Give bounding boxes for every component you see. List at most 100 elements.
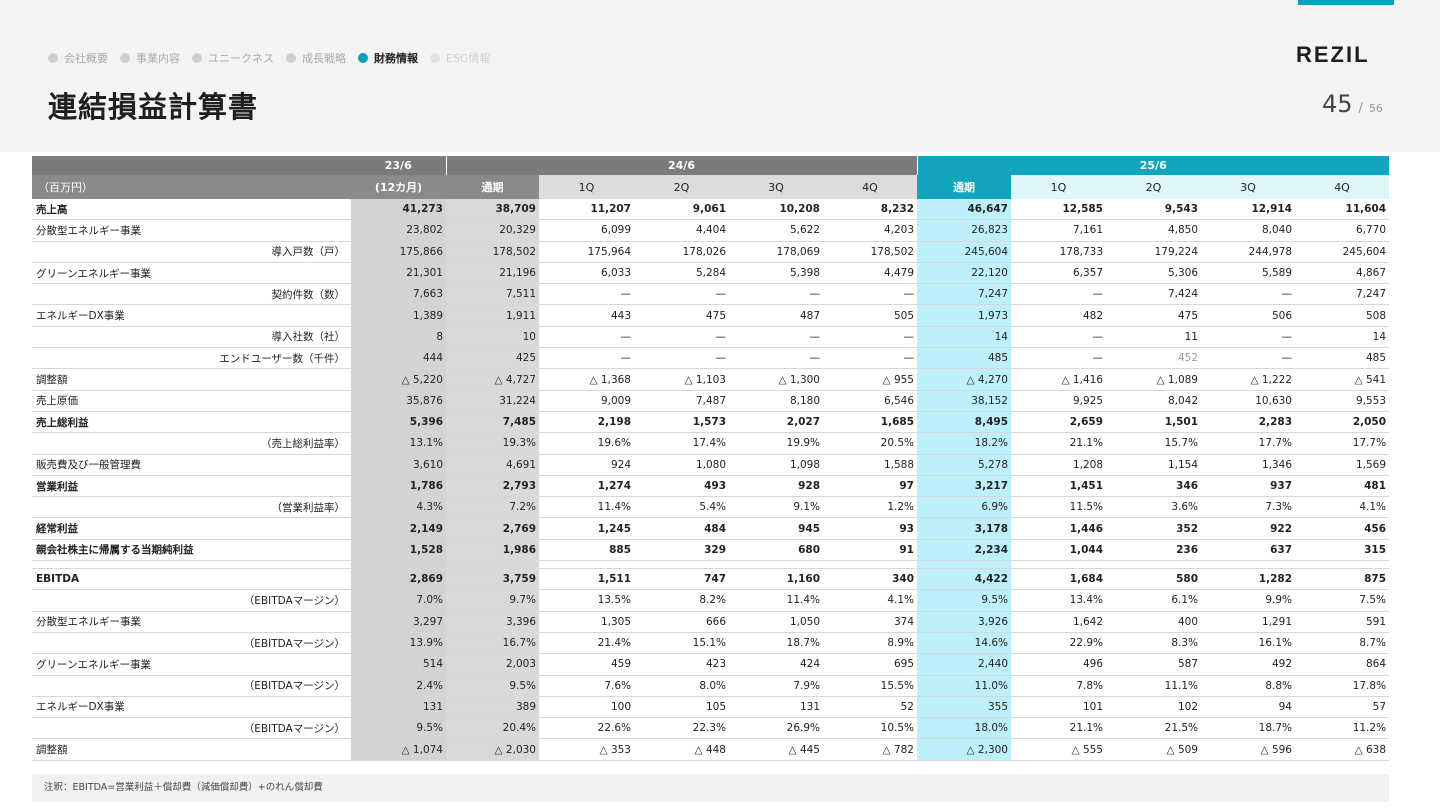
nav-dot-icon [286, 53, 296, 63]
value-cell: 340 [823, 568, 917, 591]
value-cell: 1.2% [823, 496, 917, 519]
value-cell: 178,733 [1011, 241, 1106, 263]
value-cell: — [1011, 326, 1106, 349]
page-number: 45 / 56 [1322, 90, 1383, 118]
value-cell: 1,305 [539, 611, 634, 633]
value-cell: 4.1% [1295, 496, 1390, 519]
row-label: 売上原価 [32, 390, 351, 412]
row-label: グリーンエネルギー事業 [32, 262, 351, 285]
header-blank [32, 156, 351, 175]
header-row-periods: （百万円） (12カ月) 通期 1Q 2Q 3Q 4Q 通期 1Q 2Q 3Q … [32, 175, 1390, 199]
value-cell: 6,099 [539, 219, 634, 242]
value-cell: 178,069 [729, 241, 823, 263]
value-cell: 9.1% [729, 496, 823, 519]
value-cell: 26.9% [729, 717, 823, 740]
value-cell: 1,274 [539, 475, 634, 498]
spacer-cell [634, 560, 729, 570]
value-cell: 13.9% [351, 632, 446, 655]
nav-dot-icon [192, 53, 202, 63]
value-cell: 443 [539, 304, 634, 327]
value-cell: 1,346 [1201, 454, 1295, 476]
header-band [0, 0, 1440, 152]
spacer-cell [1106, 560, 1201, 570]
header-fy25-4q: 4Q [1295, 175, 1390, 199]
value-cell: 389 [446, 696, 539, 719]
value-cell: 245,604 [1295, 241, 1390, 263]
value-cell: 1,154 [1106, 454, 1201, 476]
value-cell: 9.5% [917, 589, 1011, 612]
value-cell: 17.4% [634, 432, 729, 455]
table-row: EBITDA 2,869 3,759 1,511 747 1,160 340 4,422 1,6… [32, 568, 1390, 591]
row-label: EBITDA [32, 568, 351, 591]
income-statement-table: 23/6 24/6 25/6 （百万円） (12カ月) 通期 1Q 2Q 3Q … [32, 156, 1390, 761]
table-row: エンドユーザー数（千件） 444 425— — — —485—452—485 [32, 347, 1390, 370]
value-cell: 6,033 [539, 262, 634, 285]
value-cell: 11.4% [729, 589, 823, 612]
value-cell: 11.5% [1011, 496, 1106, 519]
row-label: 分散型エネルギー事業 [32, 611, 351, 633]
value-cell: 666 [634, 611, 729, 633]
value-cell: — [634, 326, 729, 349]
value-cell: 18.7% [1201, 717, 1295, 740]
value-cell: 875 [1295, 568, 1390, 591]
value-cell: △ 1,300 [729, 368, 823, 391]
value-cell: 31,224 [446, 390, 539, 412]
value-cell: 8,040 [1201, 219, 1295, 242]
value-cell: 8,180 [729, 390, 823, 412]
nav-item-financial[interactable]: 財務情報 [358, 50, 418, 66]
value-cell: 13.5% [539, 589, 634, 612]
value-cell: 374 [823, 611, 917, 633]
value-cell: 587 [1106, 653, 1201, 676]
value-cell: 245,604 [917, 241, 1011, 263]
value-cell: 5,306 [1106, 262, 1201, 285]
value-cell: 14.6% [917, 632, 1011, 655]
spacer-row [32, 560, 1390, 570]
value-cell: 35,876 [351, 390, 446, 412]
value-cell: 7.3% [1201, 496, 1295, 519]
value-cell: 7,424 [1106, 283, 1201, 306]
nav-item-esg[interactable]: ESG情報 [430, 50, 490, 66]
value-cell: 18.0% [917, 717, 1011, 740]
nav-label: 成長戦略 [302, 52, 346, 65]
nav-item-uniqueness[interactable]: ユニークネス [192, 50, 274, 66]
value-cell: 105 [634, 696, 729, 719]
header-fy24-3q: 3Q [729, 175, 823, 199]
nav-dot-icon [120, 53, 130, 63]
value-cell: 178,502 [823, 241, 917, 263]
value-cell: 2,793 [446, 475, 539, 498]
value-cell: 8.0% [634, 675, 729, 697]
value-cell: 7.8% [1011, 675, 1106, 697]
value-cell: 175,964 [539, 241, 634, 263]
table-row: （EBITDAマージン） 13.9% 16.7% 21.4% 15.1% 18.7% 8.9… [32, 632, 1390, 655]
value-cell: 4,850 [1106, 219, 1201, 242]
value-cell: 18.2% [917, 432, 1011, 455]
nav-item-strategy[interactable]: 成長戦略 [286, 50, 346, 66]
value-cell: 101 [1011, 696, 1106, 719]
value-cell: 4,404 [634, 219, 729, 242]
value-cell: △ 2,300 [917, 738, 1011, 761]
value-cell: △ 1,103 [634, 368, 729, 391]
value-cell: 57 [1295, 696, 1390, 719]
value-cell: △ 445 [729, 738, 823, 761]
nav-item-company[interactable]: 会社概要 [48, 50, 108, 66]
spacer-cell [32, 560, 144, 570]
value-cell: 4,479 [823, 262, 917, 285]
nav-label: 会社概要 [64, 52, 108, 65]
table-row: （営業利益率） 4.3% 7.2% 11.4% 5.4% 9.1% 1.2% 6.9% 11.5… [32, 496, 1390, 519]
row-label: 営業利益 [32, 475, 351, 498]
value-cell: 41,273 [351, 199, 446, 221]
nav-label: 事業内容 [136, 52, 180, 65]
value-cell: 16.1% [1201, 632, 1295, 655]
value-cell: 7,247 [917, 283, 1011, 306]
nav-item-business[interactable]: 事業内容 [120, 50, 180, 66]
value-cell: △ 509 [1106, 738, 1201, 761]
value-cell: 1,986 [446, 539, 539, 562]
value-cell: 9.5% [351, 717, 446, 740]
value-cell: 352 [1106, 517, 1201, 540]
value-cell: 2,869 [351, 568, 446, 591]
header-fy23-period: (12カ月) [351, 175, 446, 199]
header-fy23: 23/6 [351, 156, 446, 175]
table-row: 売上高 41,273 38,709 11,207 9,061 10,208 8,232 46,… [32, 199, 1390, 221]
value-cell: 1,044 [1011, 539, 1106, 562]
value-cell: 9.7% [446, 589, 539, 612]
